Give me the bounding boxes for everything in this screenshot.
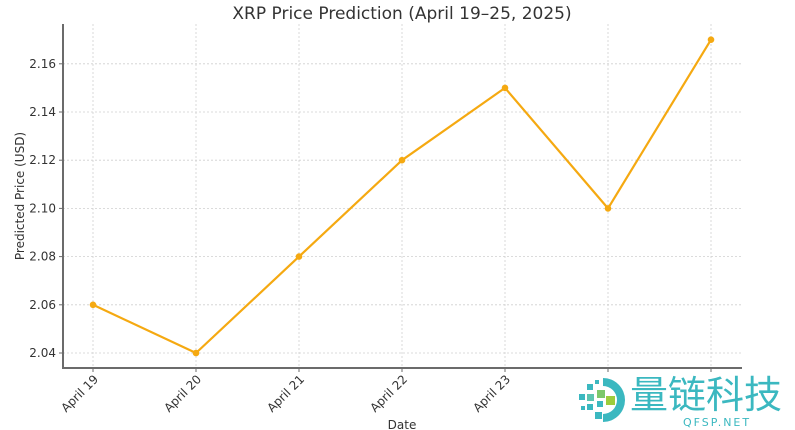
logo-mark-icon	[579, 378, 625, 422]
y-tick-label: 2.08	[29, 250, 56, 264]
y-tick-label: 2.16	[29, 57, 56, 71]
watermark-brand-cn: 量链科技	[630, 373, 782, 417]
chart-title: XRP Price Prediction (April 19–25, 2025)	[232, 4, 571, 24]
data-point-marker	[398, 156, 406, 164]
y-tick-label: 2.14	[29, 105, 56, 119]
data-point-marker	[295, 253, 303, 260]
watermark-url: QFSP.NET	[683, 416, 751, 429]
y-tick-label: 2.06	[29, 298, 56, 312]
x-tick-label: April 23	[470, 372, 513, 415]
data-point-marker	[501, 84, 509, 92]
y-axis-label: Predicted Price (USD)	[13, 132, 27, 260]
x-tick-label: April 22	[367, 372, 410, 415]
y-tick-label: 2.10	[29, 201, 56, 215]
data-point-marker	[604, 205, 612, 212]
data-point-marker	[707, 36, 715, 43]
x-tick-label: April 20	[161, 372, 204, 415]
y-axis-ticks: 2.04 2.06 2.08 2.10 2.12 2.14 2.16	[29, 57, 63, 360]
data-point-marker	[89, 301, 97, 309]
grid-lines	[63, 24, 741, 368]
y-tick-label: 2.04	[29, 346, 56, 360]
x-tick-label: April 21	[264, 372, 307, 415]
data-point-marker	[192, 349, 200, 357]
x-tick-label: April 19	[58, 372, 101, 415]
x-axis-label: Date	[388, 418, 417, 430]
series-predicted-price	[89, 36, 715, 357]
watermark-logo: 量链科技 QFSP.NET	[579, 373, 782, 429]
y-tick-label: 2.12	[29, 153, 56, 167]
